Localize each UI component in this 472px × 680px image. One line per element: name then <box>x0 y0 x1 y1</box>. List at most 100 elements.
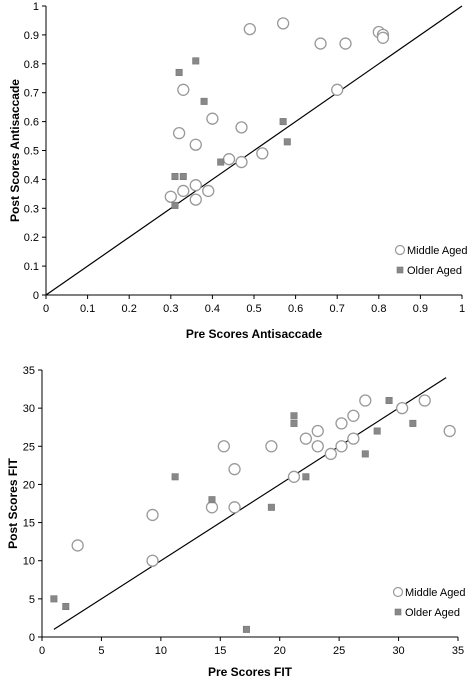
y-tick-label: 10 <box>23 556 35 568</box>
middle-aged-point <box>243 22 256 36</box>
y-tick-label: 0 <box>29 632 35 644</box>
legend-label-middle-aged: Middle Aged <box>405 587 466 599</box>
x-tick-label: 0.6 <box>288 303 303 315</box>
fit-chart: 0 5 10 15 20 25 30 35 0 5 10 15 20 25 30 35 Pre Scores F… <box>6 365 466 679</box>
middle-aged-point <box>418 394 431 407</box>
x-tick-label: 5 <box>98 645 104 657</box>
x-tick-label: 0.8 <box>371 303 386 315</box>
middle-aged-point <box>256 147 269 160</box>
x-tick-label: 0 <box>39 645 45 657</box>
x-tick-label: 0.1 <box>80 303 95 315</box>
y-tick-label: 30 <box>23 403 35 415</box>
middle-aged-point <box>202 184 215 198</box>
y-tick-label: 0.6 <box>24 117 39 129</box>
middle-aged-point <box>299 432 313 445</box>
older-aged-point <box>175 68 183 76</box>
middle-aged-point <box>206 112 219 125</box>
middle-aged-point <box>189 193 202 206</box>
middle-aged-point <box>287 470 301 483</box>
older-aged-point <box>373 427 381 435</box>
older-aged-point <box>283 138 291 146</box>
x-tick-label: 20 <box>274 645 286 657</box>
x-tick-label: 0 <box>43 303 49 315</box>
older-aged-point <box>208 496 216 504</box>
x-tick-label: 25 <box>333 645 345 657</box>
y-tick-label: 15 <box>23 518 35 530</box>
y-tick-label: 0.7 <box>24 88 39 100</box>
y-tick-label: 0.5 <box>24 146 39 158</box>
y-tick-label: 0.8 <box>24 59 39 71</box>
middle-aged-point <box>395 401 409 415</box>
older-aged-point <box>192 57 200 65</box>
middle-aged-point <box>228 463 241 476</box>
middle-aged-point <box>235 155 248 169</box>
x-tick-label: 0.2 <box>122 303 137 315</box>
middle-aged-point <box>443 424 456 438</box>
y-tick-label: 0.1 <box>24 261 39 273</box>
older-aged-point <box>242 625 250 633</box>
x-axis-title: Pre Scores Antisaccade <box>186 327 323 341</box>
middle-aged-point <box>228 501 241 514</box>
middle-aged-point <box>376 31 390 44</box>
y-tick-label: 0.3 <box>24 203 39 215</box>
older-aged-point <box>171 201 179 209</box>
x-tick-label: 10 <box>155 645 167 657</box>
reference-line <box>53 377 447 630</box>
middle-aged-point <box>177 184 190 198</box>
middle-aged-point <box>339 37 352 50</box>
middle-aged-point <box>347 409 360 422</box>
middle-aged-point <box>177 83 190 96</box>
legend-marker-middle-aged <box>394 244 406 256</box>
y-tick-label: 0.2 <box>24 232 39 244</box>
older-aged-point <box>279 118 287 126</box>
y-tick-label: 35 <box>23 365 35 377</box>
legend-marker-older-aged <box>394 608 402 616</box>
y-tick-label: 0.4 <box>24 174 39 186</box>
older-aged-point <box>200 97 208 105</box>
x-tick-label: 0.7 <box>330 303 345 315</box>
x-axis-title: Pre Scores FIT <box>208 665 293 679</box>
y-tick-label: 25 <box>23 441 35 453</box>
older-aged-point <box>267 503 275 511</box>
middle-aged-point <box>146 508 159 522</box>
x-tick-label: 0.3 <box>163 303 178 315</box>
y-tick-label: 5 <box>29 594 35 606</box>
middle-aged-point <box>335 417 348 430</box>
reference-line <box>45 5 463 296</box>
x-tick-label: 1 <box>459 303 465 315</box>
older-aged-point <box>62 602 70 610</box>
legend-label-older-aged: Older Aged <box>407 265 462 277</box>
legend-label-older-aged: Older Aged <box>405 607 460 619</box>
middle-aged-point <box>146 554 159 567</box>
y-tick-label: 0.9 <box>24 30 39 42</box>
older-aged-point <box>171 173 179 181</box>
middle-aged-point <box>189 179 202 192</box>
middle-aged-point <box>314 37 327 50</box>
older-aged-point <box>302 473 310 481</box>
y-tick-label: 20 <box>23 479 35 491</box>
older-aged-point <box>217 158 225 166</box>
y-axis-title: Post Scores FIT <box>6 457 20 548</box>
middle-aged-point <box>311 440 324 453</box>
middle-aged-point <box>347 432 360 445</box>
older-aged-point <box>409 419 417 427</box>
middle-aged-point <box>324 447 337 461</box>
middle-aged-point <box>71 539 84 552</box>
older-aged-point <box>385 397 393 405</box>
x-tick-label: 0.9 <box>413 303 428 315</box>
middle-aged-point <box>217 440 231 453</box>
x-tick-label: 30 <box>392 645 404 657</box>
middle-aged-point <box>172 127 186 140</box>
older-aged-point <box>50 595 58 603</box>
middle-aged-point <box>311 424 324 438</box>
x-tick-label: 0.4 <box>205 303 220 315</box>
legend-marker-middle-aged <box>392 586 404 598</box>
x-tick-label: 35 <box>452 645 464 657</box>
older-aged-point <box>361 450 369 458</box>
y-axis-title: Post Scores Antisaccade <box>8 79 22 222</box>
middle-aged-point <box>189 138 202 151</box>
middle-aged-point <box>276 17 290 30</box>
middle-aged-point <box>359 394 372 407</box>
older-aged-point <box>290 412 298 420</box>
